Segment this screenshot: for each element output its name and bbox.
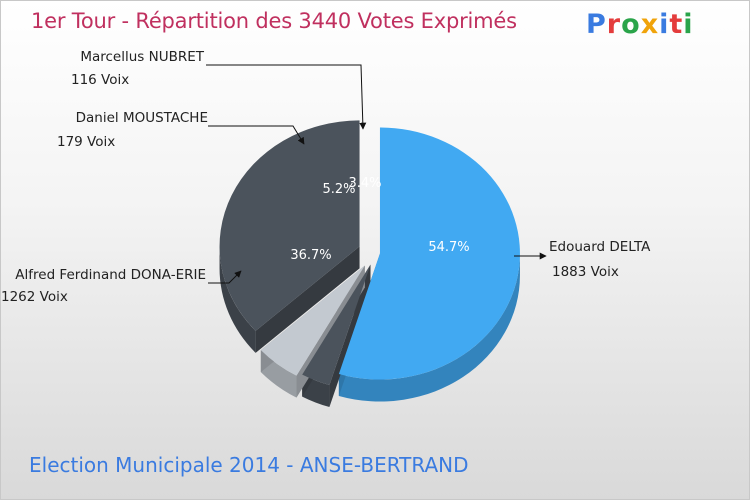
slice-percent-label: 3.4%: [348, 176, 381, 191]
logo-letter: x: [640, 9, 660, 40]
pie-slice-side: [338, 253, 520, 402]
proxiti-logo: Proxiti: [586, 9, 694, 40]
pie-slice-side: [219, 246, 256, 353]
pie-slice: [219, 120, 360, 331]
logo-letter: r: [606, 9, 622, 40]
callouts: Edouard DELTA 1883 Voix Marcellus NUBRET 11…: [1, 49, 651, 305]
slice-percent-label: 54.7%: [428, 240, 469, 255]
logo-letter: t: [669, 9, 684, 40]
candidate-votes-label: 116 Voix: [71, 72, 129, 88]
slice-percent-label: 36.7%: [290, 248, 331, 263]
pie-slice: [260, 265, 365, 376]
chart-title: 1er Tour - Répartition des 3440 Votes Ex…: [31, 9, 517, 33]
candidate-votes-label: 1262 Voix: [1, 289, 68, 305]
pie-slice: [302, 264, 371, 386]
candidate-name-label: Alfred Ferdinand DONA-ERIE: [15, 267, 206, 283]
logo-letter: i: [659, 9, 670, 40]
callout-line: [208, 125, 305, 145]
candidate-name-label: Daniel MOUSTACHE: [76, 110, 208, 126]
logo-letter: i: [683, 9, 694, 40]
callout-line: [208, 270, 242, 284]
candidate-name-label: Marcellus NUBRET: [80, 49, 204, 65]
pie-slices: [219, 120, 520, 408]
logo-letter: P: [586, 9, 607, 40]
slice-percent-label: 5.2%: [322, 182, 355, 197]
callout-line: [206, 64, 367, 130]
candidate-votes-label: 1883 Voix: [552, 264, 619, 280]
candidate-name-label: Edouard DELTA: [549, 239, 651, 255]
election-footer: Election Municipale 2014 - ANSE-BERTRAND: [29, 453, 469, 477]
percent-labels: 54.7% 3.4%5.2% 36.7%: [290, 176, 469, 263]
candidate-votes-label: 179 Voix: [57, 134, 115, 150]
pie-slice-wall: [255, 246, 360, 353]
pie-slice: [338, 127, 520, 380]
logo-letter: o: [621, 9, 641, 40]
